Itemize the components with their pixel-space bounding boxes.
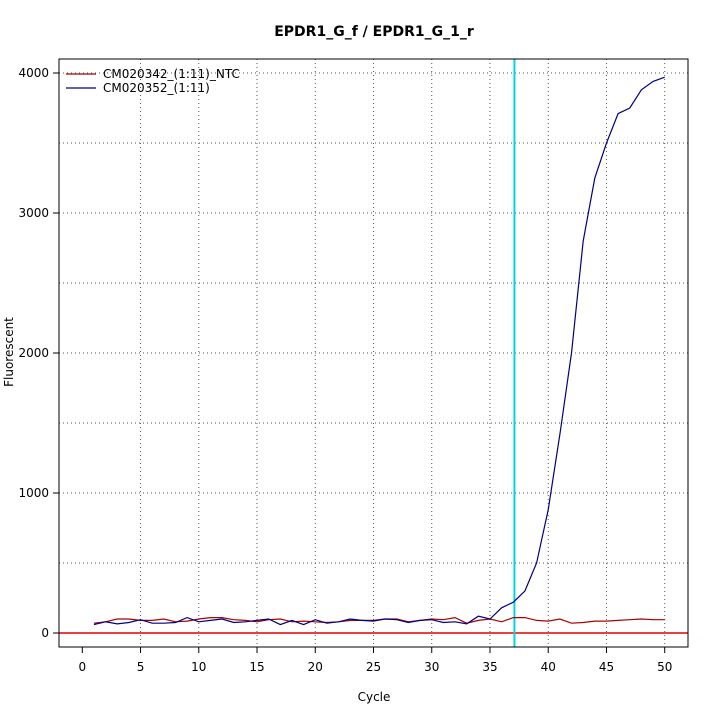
y-tick-label: 0 (41, 626, 49, 640)
reference-lines (59, 59, 688, 647)
x-tick-label: 5 (137, 660, 145, 674)
axes-layer: 0 5 10 15 20 25 30 35 40 45 50 0 1000 2000 3000 4000 (18, 58, 689, 674)
y-tick-label: 2000 (18, 346, 49, 360)
x-tick-label: 35 (482, 660, 497, 674)
x-tick-label: 25 (366, 660, 381, 674)
y-tick-label: 1000 (18, 486, 49, 500)
x-tick-label: 10 (191, 660, 206, 674)
x-tick-label: 50 (657, 660, 672, 674)
y-axis-label: Fluorescent (2, 317, 16, 387)
x-tick-label: 45 (599, 660, 614, 674)
legend-label-1: CM020342_(1:11)_NTC (103, 67, 240, 81)
series-layer (93, 76, 665, 626)
x-tick-label: 30 (424, 660, 439, 674)
chart-title: EPDR1_G_f / EPDR1_G_1_r (274, 24, 474, 40)
legend-label-2: CM020352_(1:11) (103, 81, 210, 95)
x-axis-label: Cycle (358, 690, 391, 704)
grid-layer (59, 59, 688, 647)
x-tick-label: 15 (249, 660, 264, 674)
y-tick-label: 4000 (18, 66, 49, 80)
x-tick-label: 20 (308, 660, 323, 674)
x-tick-label: 0 (78, 660, 86, 674)
x-tick-label: 40 (541, 660, 556, 674)
series-line-2 (93, 76, 665, 626)
y-tick-label: 3000 (18, 206, 49, 220)
